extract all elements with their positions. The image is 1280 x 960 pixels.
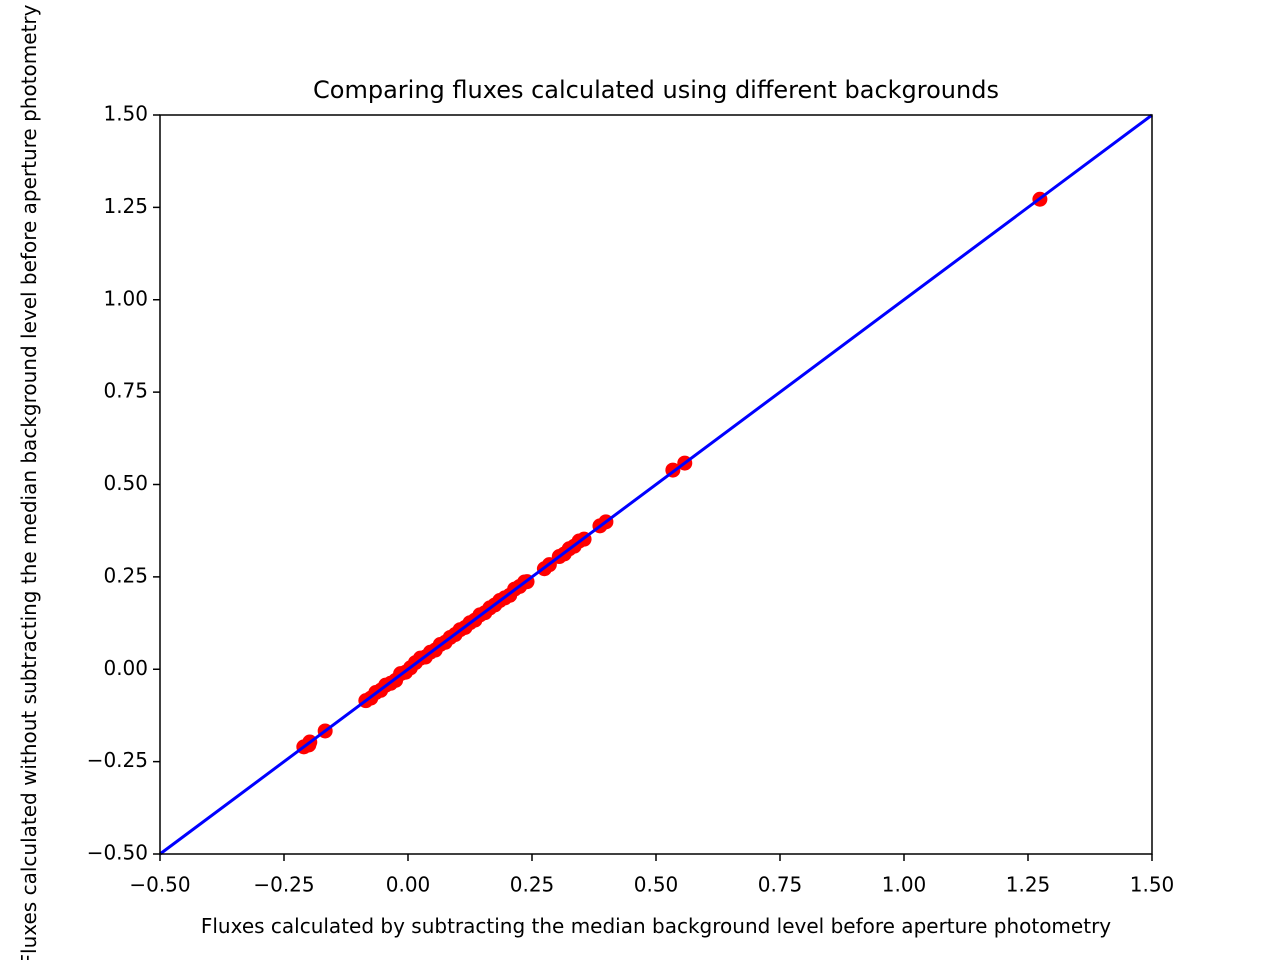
y-axis-label: Fluxes calculated without subtracting th… bbox=[17, 4, 41, 960]
y-tick-label: 0.00 bbox=[103, 656, 148, 680]
x-tick-label: 1.00 bbox=[882, 873, 927, 897]
plot-frame bbox=[159, 114, 1153, 855]
reference-line bbox=[159, 113, 1153, 856]
y-tick-label: 0.25 bbox=[103, 563, 148, 587]
x-tick-label: 0.00 bbox=[386, 873, 431, 897]
x-tick-label: −0.25 bbox=[253, 873, 314, 897]
x-tick-label: 1.50 bbox=[1130, 873, 1175, 897]
y-tick-label: 0.75 bbox=[103, 379, 148, 403]
y-tick-label: 0.50 bbox=[103, 471, 148, 495]
chart-title: Comparing fluxes calculated using differ… bbox=[313, 76, 999, 104]
x-axis-label: Fluxes calculated by subtracting the med… bbox=[201, 914, 1111, 938]
y-tick-label: 1.25 bbox=[103, 194, 148, 218]
y-tick-label: 1.50 bbox=[103, 102, 148, 126]
x-tick-label: −0.50 bbox=[129, 873, 190, 897]
x-tick-label: 0.50 bbox=[634, 873, 679, 897]
x-tick-label: 1.25 bbox=[1006, 873, 1051, 897]
x-tick-label: 0.25 bbox=[510, 873, 555, 897]
y-tick-label: −0.25 bbox=[87, 748, 148, 772]
y-tick-label: −0.50 bbox=[87, 841, 148, 865]
y-tick-label: 1.00 bbox=[103, 286, 148, 310]
x-tick-label: 0.75 bbox=[758, 873, 803, 897]
